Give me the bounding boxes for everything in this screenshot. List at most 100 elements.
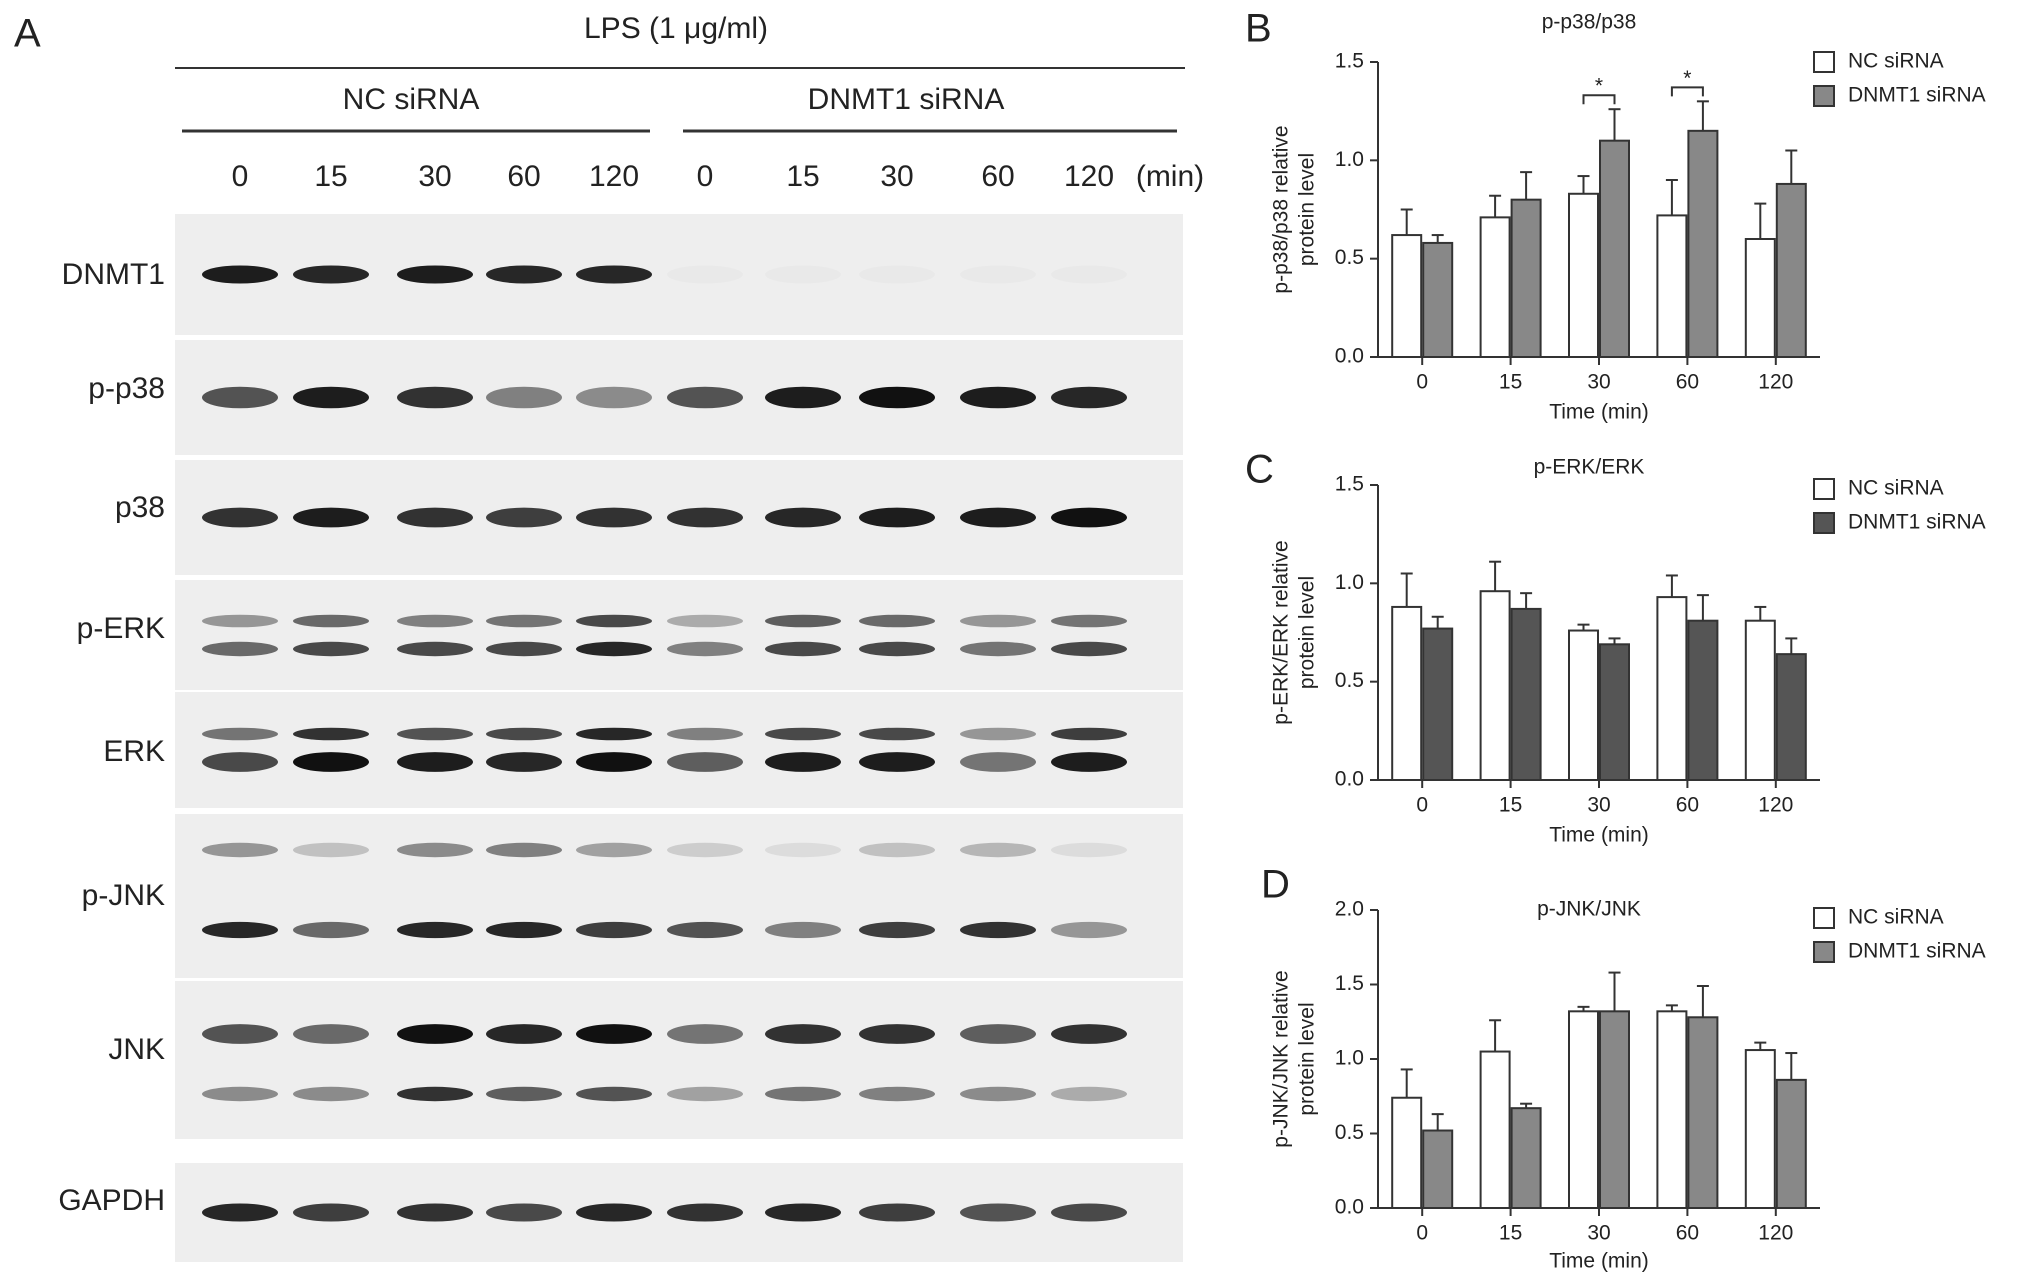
legend-label: NC siRNA xyxy=(1848,906,1944,929)
blot-band xyxy=(486,842,562,858)
blot-band xyxy=(397,386,473,409)
row-label: p-JNK xyxy=(82,879,165,912)
y-tick-label: 1.0 xyxy=(1335,148,1364,171)
blot-band xyxy=(576,641,652,657)
blot-band xyxy=(960,1024,1036,1044)
y-tick-label: 1.5 xyxy=(1335,473,1364,496)
blot-band xyxy=(576,1203,652,1222)
blot-band xyxy=(859,266,935,284)
bar xyxy=(1568,629,1599,781)
blot-band xyxy=(202,386,278,409)
y-tick-label: 2.0 xyxy=(1335,898,1364,921)
blot-band xyxy=(202,265,278,284)
blot-band xyxy=(486,265,562,284)
bar xyxy=(1479,590,1511,782)
chart-title: p-JNK/JNK xyxy=(1537,898,1641,921)
blot-band xyxy=(960,921,1036,939)
y-tick-label: 0.0 xyxy=(1335,1196,1364,1219)
x-axis-label: Time (min) xyxy=(1549,1250,1649,1273)
blot-band xyxy=(765,386,841,409)
y-axis-label: protein level xyxy=(1296,153,1319,266)
blot-band xyxy=(576,842,652,858)
row-label: ERK xyxy=(103,735,165,768)
blot-band xyxy=(202,921,278,939)
blot-band xyxy=(960,266,1036,284)
lane-label: 0 xyxy=(697,160,714,193)
chart-title: p-ERK/ERK xyxy=(1534,456,1645,479)
bar xyxy=(1510,607,1542,782)
blot-band xyxy=(486,386,562,409)
blot-strip xyxy=(175,692,1183,808)
blot-band xyxy=(765,507,841,528)
blot-band xyxy=(960,1203,1036,1222)
bar xyxy=(1391,605,1423,782)
blot-band xyxy=(293,1024,369,1044)
blot-band xyxy=(765,1024,841,1044)
y-axis-label: protein level xyxy=(1296,576,1319,689)
blot-band xyxy=(667,641,743,657)
blot-band xyxy=(202,614,278,628)
lane-label: 30 xyxy=(418,160,451,193)
blot-band xyxy=(397,1203,473,1222)
y-axis-label: p-JNK/JNK relative xyxy=(1270,970,1293,1147)
x-tick-label: 15 xyxy=(1499,1222,1522,1245)
bar xyxy=(1599,1010,1630,1209)
blot-band xyxy=(667,266,743,284)
blot-band xyxy=(202,727,278,741)
blot-band xyxy=(960,752,1036,772)
blot-band xyxy=(667,1086,743,1102)
blot-band xyxy=(293,752,369,772)
blot-band xyxy=(576,1086,652,1102)
blot-band xyxy=(765,727,841,741)
blot-band xyxy=(859,842,935,858)
blot-band xyxy=(859,614,935,628)
y-tick-label: 0.5 xyxy=(1335,669,1364,692)
blot-band xyxy=(765,842,841,858)
bar xyxy=(1568,1010,1599,1209)
bar xyxy=(1775,1078,1807,1209)
blot-band xyxy=(397,614,473,628)
blot-band xyxy=(859,727,935,741)
legend-swatch xyxy=(1813,512,1835,534)
y-axis-label: p-ERK/ERK relative xyxy=(1270,540,1293,724)
blot-band xyxy=(397,1024,473,1044)
lane-label: 0 xyxy=(232,160,249,193)
bar xyxy=(1744,238,1776,358)
blot-band xyxy=(1051,1024,1127,1044)
legend-label: DNMT1 siRNA xyxy=(1848,511,1986,534)
blot-band xyxy=(667,752,743,772)
row-label: JNK xyxy=(108,1033,165,1066)
bar xyxy=(1479,1050,1511,1210)
blot-band xyxy=(486,752,562,772)
significance-bracket xyxy=(1582,94,1616,105)
blot-band xyxy=(202,752,278,772)
blot-band xyxy=(397,265,473,284)
row-label: p-p38 xyxy=(88,372,165,405)
header: LPS (1 μg/ml) xyxy=(584,12,768,45)
panel-label: A xyxy=(14,12,41,56)
bar xyxy=(1568,192,1599,358)
blot-band xyxy=(1051,1086,1127,1102)
bar xyxy=(1656,596,1688,781)
blot-band xyxy=(1051,614,1127,628)
legend-swatch xyxy=(1813,85,1835,107)
blot-band xyxy=(397,752,473,772)
bar xyxy=(1391,234,1423,358)
bar xyxy=(1599,643,1630,781)
blot-band xyxy=(576,265,652,284)
x-tick-label: 30 xyxy=(1587,371,1610,394)
legend-swatch xyxy=(1813,941,1835,963)
y-tick-label: 1.0 xyxy=(1335,1047,1364,1070)
blot-band xyxy=(859,1086,935,1102)
blot-band xyxy=(202,1086,278,1102)
bar xyxy=(1687,129,1719,358)
blot-band xyxy=(293,641,369,657)
bar xyxy=(1422,1129,1454,1210)
x-tick-label: 0 xyxy=(1416,794,1428,817)
x-tick-label: 120 xyxy=(1758,371,1793,394)
blot-band xyxy=(486,614,562,628)
bar xyxy=(1744,619,1776,782)
blot-band xyxy=(486,1203,562,1222)
blot-band xyxy=(1051,266,1127,284)
lane-label: 120 xyxy=(589,160,639,193)
